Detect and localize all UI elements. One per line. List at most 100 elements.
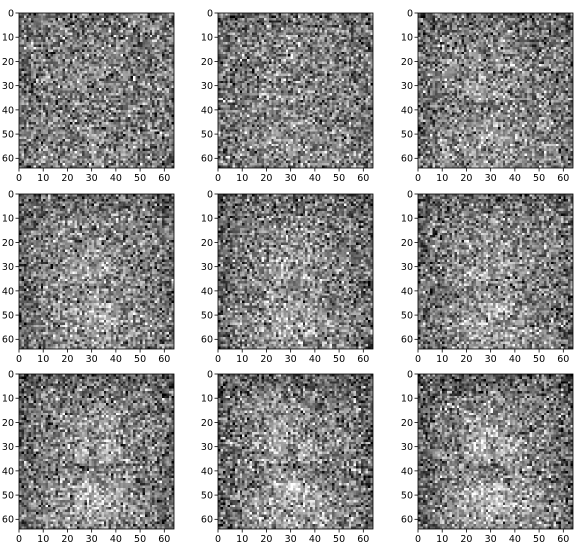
x-tick-label: 30 [285, 534, 297, 545]
y-tick-label: 60 [201, 335, 213, 346]
y-tick-label: 0 [407, 189, 413, 200]
y-tick-label: 0 [8, 369, 14, 380]
y-tick-label: 30 [401, 81, 413, 92]
x-tick-label: 60 [557, 173, 569, 184]
y-tick-label: 50 [401, 129, 413, 140]
x-tick-label: 10 [436, 534, 448, 545]
y-tick-label: 60 [401, 515, 413, 526]
x-tick-label: 20 [61, 173, 73, 184]
y-tick-label: 30 [201, 81, 213, 92]
x-tick-label: 20 [260, 354, 272, 365]
x-tick-label: 40 [309, 534, 321, 545]
heatmap-image [418, 374, 573, 529]
y-tick-label: 10 [2, 214, 14, 225]
y-tick-label: 50 [401, 490, 413, 501]
x-tick-label: 50 [533, 354, 545, 365]
x-tick-label: 10 [37, 354, 49, 365]
y-tick-label: 60 [201, 154, 213, 165]
x-tick-label: 40 [509, 354, 521, 365]
x-tick-label: 0 [16, 173, 22, 184]
y-tick-label: 0 [407, 369, 413, 380]
x-tick-label: 0 [215, 173, 221, 184]
axes-frame [217, 12, 374, 169]
x-tick-label: 60 [557, 354, 569, 365]
y-tick-label: 10 [201, 214, 213, 225]
heatmap-image [418, 194, 573, 349]
y-tick-label: 60 [201, 515, 213, 526]
x-tick-label: 10 [37, 534, 49, 545]
x-tick-label: 10 [236, 173, 248, 184]
x-tick-label: 50 [333, 173, 345, 184]
x-tick-label: 30 [86, 534, 98, 545]
x-tick-label: 60 [158, 534, 170, 545]
x-tick-label: 30 [285, 173, 297, 184]
x-tick-label: 50 [134, 173, 146, 184]
y-tick-label: 20 [2, 57, 14, 68]
x-tick-label: 50 [533, 534, 545, 545]
x-tick-label: 0 [415, 534, 421, 545]
heatmap-image [218, 194, 373, 349]
x-tick-label: 40 [110, 354, 122, 365]
x-tick-label: 50 [134, 534, 146, 545]
x-tick-label: 0 [215, 354, 221, 365]
y-tick-label: 30 [2, 81, 14, 92]
y-tick-label: 50 [401, 310, 413, 321]
x-tick-label: 20 [260, 534, 272, 545]
x-tick-label: 50 [333, 354, 345, 365]
x-tick-label: 50 [333, 534, 345, 545]
x-tick-label: 60 [357, 173, 369, 184]
x-tick-label: 0 [415, 354, 421, 365]
y-tick-label: 20 [201, 418, 213, 429]
y-tick-label: 0 [8, 8, 14, 19]
axes-frame [217, 373, 374, 530]
y-tick-label: 10 [2, 394, 14, 405]
heatmap-image [19, 374, 174, 529]
heatmap-image [19, 194, 174, 349]
y-tick-label: 10 [2, 33, 14, 44]
y-tick-label: 50 [201, 490, 213, 501]
axes-frame [18, 193, 175, 350]
x-tick-label: 20 [460, 354, 472, 365]
y-tick-label: 60 [2, 154, 14, 165]
y-tick-label: 0 [8, 189, 14, 200]
y-tick-label: 10 [401, 33, 413, 44]
x-tick-label: 0 [215, 534, 221, 545]
y-tick-label: 60 [2, 515, 14, 526]
x-tick-label: 20 [61, 354, 73, 365]
y-tick-label: 20 [401, 238, 413, 249]
x-tick-label: 10 [436, 354, 448, 365]
y-tick-label: 50 [201, 310, 213, 321]
y-tick-label: 10 [401, 214, 413, 225]
y-tick-label: 0 [207, 8, 213, 19]
x-tick-label: 60 [158, 173, 170, 184]
axes-frame [18, 373, 175, 530]
y-tick-label: 20 [401, 57, 413, 68]
axes-frame [417, 12, 574, 169]
axes-frame [217, 193, 374, 350]
x-tick-label: 0 [415, 173, 421, 184]
y-tick-label: 50 [201, 129, 213, 140]
y-tick-label: 30 [2, 262, 14, 273]
x-tick-label: 40 [309, 354, 321, 365]
x-tick-label: 40 [110, 173, 122, 184]
y-tick-label: 0 [207, 189, 213, 200]
x-tick-label: 50 [134, 354, 146, 365]
y-tick-label: 40 [401, 466, 413, 477]
x-tick-label: 0 [16, 354, 22, 365]
y-tick-label: 30 [201, 262, 213, 273]
y-tick-label: 20 [2, 418, 14, 429]
y-tick-label: 40 [201, 286, 213, 297]
x-tick-label: 10 [436, 173, 448, 184]
y-tick-label: 10 [201, 394, 213, 405]
y-tick-label: 30 [2, 442, 14, 453]
y-tick-label: 40 [401, 286, 413, 297]
y-tick-label: 20 [201, 57, 213, 68]
y-tick-label: 40 [201, 105, 213, 116]
x-tick-label: 40 [509, 173, 521, 184]
y-tick-label: 0 [407, 8, 413, 19]
